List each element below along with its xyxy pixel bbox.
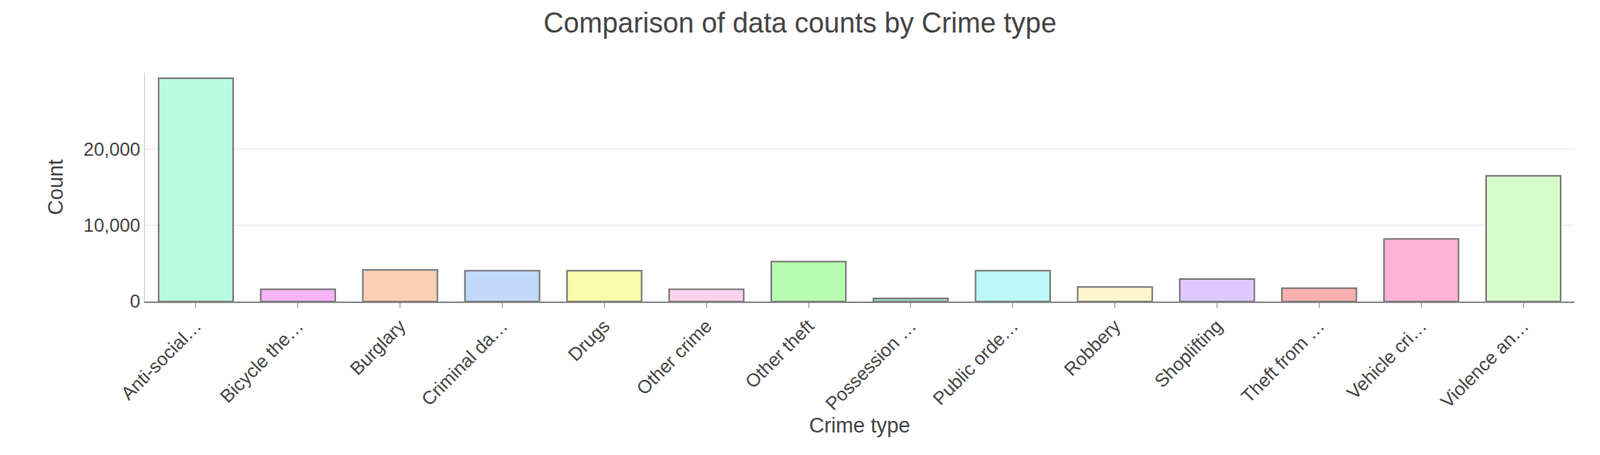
svg-text:Shoplifting: Shoplifting: [1150, 315, 1226, 392]
svg-text:Robbery: Robbery: [1059, 315, 1124, 380]
svg-text:Possession …: Possession …: [820, 315, 921, 415]
svg-text:10,000: 10,000: [83, 214, 141, 236]
svg-text:Burglary: Burglary: [345, 315, 409, 379]
svg-text:Theft from …: Theft from …: [1236, 315, 1329, 407]
svg-text:Crime type: Crime type: [809, 413, 911, 437]
svg-text:Anti-social…: Anti-social…: [116, 315, 206, 404]
svg-text:20,000: 20,000: [83, 138, 141, 160]
svg-text:Other crime: Other crime: [631, 315, 716, 399]
svg-text:Drugs: Drugs: [563, 315, 614, 365]
svg-text:Count: Count: [44, 158, 68, 216]
svg-text:Other theft: Other theft: [741, 314, 819, 392]
svg-text:Comparison of data counts by C: Comparison of data counts by Crime type: [543, 6, 1057, 39]
svg-text:0: 0: [130, 290, 141, 312]
svg-text:Violence an…: Violence an…: [1436, 315, 1533, 412]
svg-text:Criminal da…: Criminal da…: [417, 315, 512, 410]
svg-text:Vehicle cri…: Vehicle cri…: [1342, 315, 1431, 403]
svg-text:Bicycle the…: Bicycle the…: [216, 315, 308, 407]
svg-text:Public orde…: Public orde…: [928, 315, 1023, 409]
